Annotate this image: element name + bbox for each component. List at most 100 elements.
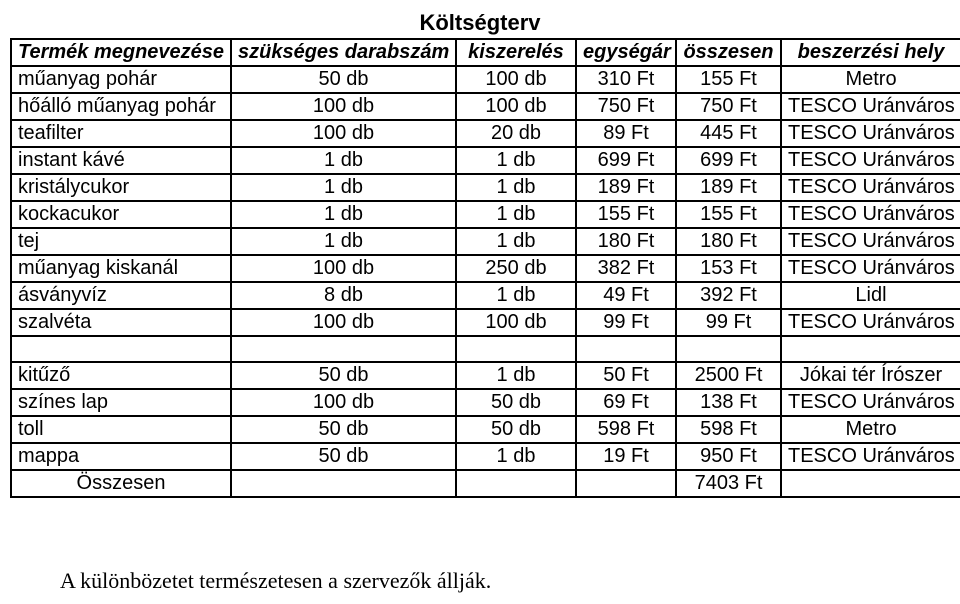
- cell-unit: 189 Ft: [576, 174, 676, 201]
- col-header-pack: kiszerelés: [456, 39, 576, 66]
- footnote: A különbözetet természetesen a szervezők…: [60, 568, 950, 594]
- cell-qty: 100 db: [231, 389, 456, 416]
- cell-pack: 1 db: [456, 228, 576, 255]
- table-row: műanyag pohár50 db100 db310 Ft155 FtMetr…: [11, 66, 960, 93]
- cell-src: Jókai tér Írószer: [781, 362, 960, 389]
- cell-src: TESCO Uránváros: [781, 147, 960, 174]
- cell-sum: 445 Ft: [676, 120, 781, 147]
- table-row: színes lap100 db50 db69 Ft138 FtTESCO Ur…: [11, 389, 960, 416]
- col-header-name: Termék megnevezése: [11, 39, 231, 66]
- cell-qty: 50 db: [231, 362, 456, 389]
- name: tej: [11, 228, 231, 255]
- cell-unit: 99 Ft: [576, 309, 676, 336]
- name: ásványvíz: [11, 282, 231, 309]
- cell-sum: 189 Ft: [676, 174, 781, 201]
- cell-src: TESCO Uránváros: [781, 255, 960, 282]
- table-row: mappa50 db1 db19 Ft950 FtTESCO Uránváros: [11, 443, 960, 470]
- table-row: hőálló műanyag pohár100 db100 db750 Ft75…: [11, 93, 960, 120]
- name: műanyag kiskanál: [11, 255, 231, 282]
- name: toll: [11, 416, 231, 443]
- cell-unit: 19 Ft: [576, 443, 676, 470]
- cell-unit: 69 Ft: [576, 389, 676, 416]
- cell-src: Metro: [781, 66, 960, 93]
- cell-sum: 950 Ft: [676, 443, 781, 470]
- name: teafilter: [11, 120, 231, 147]
- cell-pack: 1 db: [456, 362, 576, 389]
- cell-sum: 2500 Ft: [676, 362, 781, 389]
- table-row: [11, 336, 960, 362]
- total-empty: [231, 470, 456, 497]
- table-title: Költségterv: [10, 10, 950, 36]
- cell-qty: 50 db: [231, 66, 456, 93]
- cell-qty: 50 db: [231, 443, 456, 470]
- table-row: kitűző50 db1 db50 Ft2500 FtJókai tér Író…: [11, 362, 960, 389]
- col-header-src: beszerzési hely: [781, 39, 960, 66]
- cell-sum: 598 Ft: [676, 416, 781, 443]
- table-row: szalvéta100 db100 db99 Ft99 FtTESCO Urán…: [11, 309, 960, 336]
- cell-unit: 49 Ft: [576, 282, 676, 309]
- table-row: tej1 db1 db180 Ft180 FtTESCO Uránváros: [11, 228, 960, 255]
- table-header-row: Termék megnevezése szükséges darabszám k…: [11, 39, 960, 66]
- table-row: teafilter100 db20 db89 Ft445 FtTESCO Urá…: [11, 120, 960, 147]
- cell-qty: 100 db: [231, 93, 456, 120]
- cell-unit: 382 Ft: [576, 255, 676, 282]
- total-empty: [781, 470, 960, 497]
- cell-sum: 138 Ft: [676, 389, 781, 416]
- empty-cell: [11, 336, 231, 362]
- cell-pack: 1 db: [456, 147, 576, 174]
- cell-qty: 1 db: [231, 228, 456, 255]
- cell-sum: 392 Ft: [676, 282, 781, 309]
- table-row: kristálycukor1 db1 db189 Ft189 FtTESCO U…: [11, 174, 960, 201]
- cell-pack: 1 db: [456, 282, 576, 309]
- cell-unit: 699 Ft: [576, 147, 676, 174]
- cell-sum: 99 Ft: [676, 309, 781, 336]
- cell-unit: 750 Ft: [576, 93, 676, 120]
- cell-unit: 89 Ft: [576, 120, 676, 147]
- cell-qty: 8 db: [231, 282, 456, 309]
- total-empty: [456, 470, 576, 497]
- cell-qty: 50 db: [231, 416, 456, 443]
- cell-unit: 50 Ft: [576, 362, 676, 389]
- cell-unit: 155 Ft: [576, 201, 676, 228]
- name: kockacukor: [11, 201, 231, 228]
- cell-pack: 50 db: [456, 389, 576, 416]
- col-header-sum: összesen: [676, 39, 781, 66]
- cell-src: TESCO Uránváros: [781, 201, 960, 228]
- empty-cell: [676, 336, 781, 362]
- empty-cell: [231, 336, 456, 362]
- cell-qty: 100 db: [231, 120, 456, 147]
- name: mappa: [11, 443, 231, 470]
- name: színes lap: [11, 389, 231, 416]
- cell-pack: 50 db: [456, 416, 576, 443]
- cell-qty: 100 db: [231, 309, 456, 336]
- cell-sum: 155 Ft: [676, 66, 781, 93]
- table-row: instant kávé1 db1 db699 Ft699 FtTESCO Ur…: [11, 147, 960, 174]
- table-row: kockacukor1 db1 db155 Ft155 FtTESCO Urán…: [11, 201, 960, 228]
- cell-pack: 100 db: [456, 309, 576, 336]
- cell-pack: 20 db: [456, 120, 576, 147]
- cell-src: TESCO Uránváros: [781, 443, 960, 470]
- cell-unit: 180 Ft: [576, 228, 676, 255]
- total-sum: 7403 Ft: [676, 470, 781, 497]
- cell-src: TESCO Uránváros: [781, 309, 960, 336]
- cell-src: Metro: [781, 416, 960, 443]
- empty-cell: [781, 336, 960, 362]
- col-header-unit: egységár: [576, 39, 676, 66]
- name: kitűző: [11, 362, 231, 389]
- cell-qty: 1 db: [231, 147, 456, 174]
- cell-pack: 1 db: [456, 201, 576, 228]
- budget-table: Termék megnevezése szükséges darabszám k…: [10, 38, 960, 498]
- cell-pack: 100 db: [456, 93, 576, 120]
- table-body: műanyag pohár50 db100 db310 Ft155 FtMetr…: [11, 66, 960, 470]
- table-row: műanyag kiskanál100 db250 db382 Ft153 Ft…: [11, 255, 960, 282]
- cell-src: TESCO Uránváros: [781, 174, 960, 201]
- cell-src: TESCO Uránváros: [781, 93, 960, 120]
- cell-sum: 750 Ft: [676, 93, 781, 120]
- cell-qty: 1 db: [231, 201, 456, 228]
- empty-cell: [456, 336, 576, 362]
- total-label: Összesen: [11, 470, 231, 497]
- cell-pack: 100 db: [456, 66, 576, 93]
- cell-unit: 598 Ft: [576, 416, 676, 443]
- cell-qty: 1 db: [231, 174, 456, 201]
- cell-sum: 155 Ft: [676, 201, 781, 228]
